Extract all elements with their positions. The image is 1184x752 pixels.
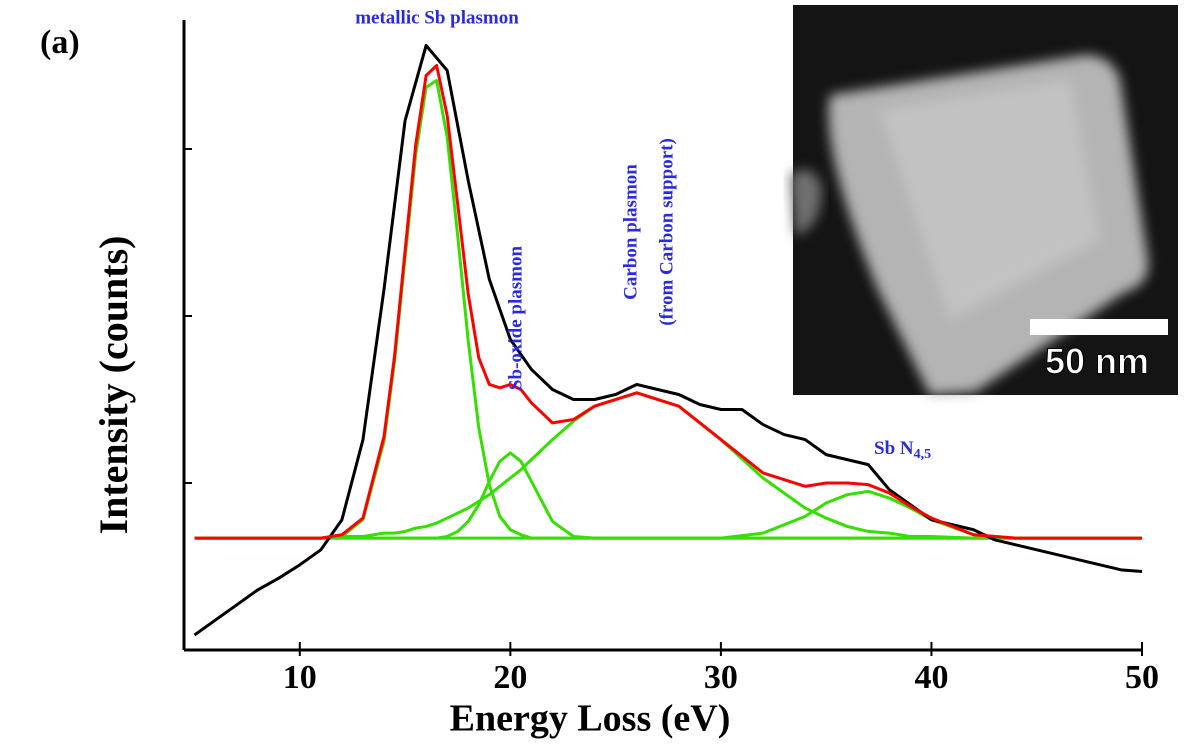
annotation-subscript: 4,5 — [914, 447, 932, 462]
annotation: metallic Sb plasmon — [355, 7, 519, 28]
x-tick-label: 30 — [704, 659, 738, 696]
plot-area: 10 20 30 40 50 metallic Sb plasmon Sb-oxide pl… — [182, 7, 1159, 696]
annotation: Carbon plasmon — [620, 164, 641, 300]
annotation: (from Carbon support) — [656, 138, 677, 326]
inset-particle-core — [880, 80, 1100, 320]
annotation: Sb-oxide plasmon — [505, 246, 526, 391]
x-tick-label: 50 — [1125, 659, 1159, 696]
x-axis-label: Energy Loss (eV) — [450, 698, 731, 740]
x-tick-label: 20 — [493, 659, 527, 696]
x-tick-label: 10 — [283, 659, 317, 696]
annotation: Sb N4,5 — [874, 438, 931, 462]
annotation-text: Sb N — [874, 438, 914, 459]
series-line — [194, 64, 1142, 540]
x-tick-label: 40 — [914, 659, 948, 696]
series-line — [194, 391, 1142, 540]
scale-label: 50 nm — [1045, 341, 1149, 382]
series-line — [194, 489, 1142, 540]
y-axis-label: Intensity (counts) — [91, 236, 136, 535]
panel-label: (a) — [40, 24, 80, 61]
inset-particle-edge — [790, 170, 822, 235]
inset-image: 50 nm — [790, 5, 1178, 395]
scale-bar — [1030, 319, 1168, 335]
